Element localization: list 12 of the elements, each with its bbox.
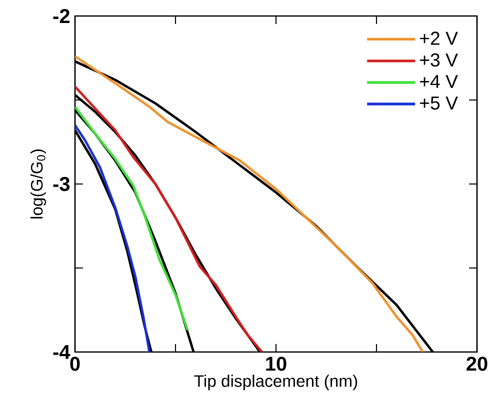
y-axis-title: log(G/G$_{0}$) bbox=[30, 150, 46, 218]
y-tick-label: -2 bbox=[53, 9, 70, 23]
x-tick-label: 20 bbox=[466, 356, 488, 371]
x-tick-label: 10 bbox=[266, 356, 286, 371]
x-axis-title: Tip displacement (nm) bbox=[194, 374, 358, 390]
x-tick-label: 0 bbox=[70, 356, 80, 371]
legend-label: +2 V bbox=[420, 32, 458, 45]
legend-label: +5 V bbox=[420, 96, 458, 110]
legend-label: +3 V bbox=[420, 53, 458, 67]
legend-label: +4 V bbox=[420, 75, 458, 88]
y-tick-label: -4 bbox=[53, 345, 70, 359]
y-tick-label: -3 bbox=[53, 176, 70, 192]
